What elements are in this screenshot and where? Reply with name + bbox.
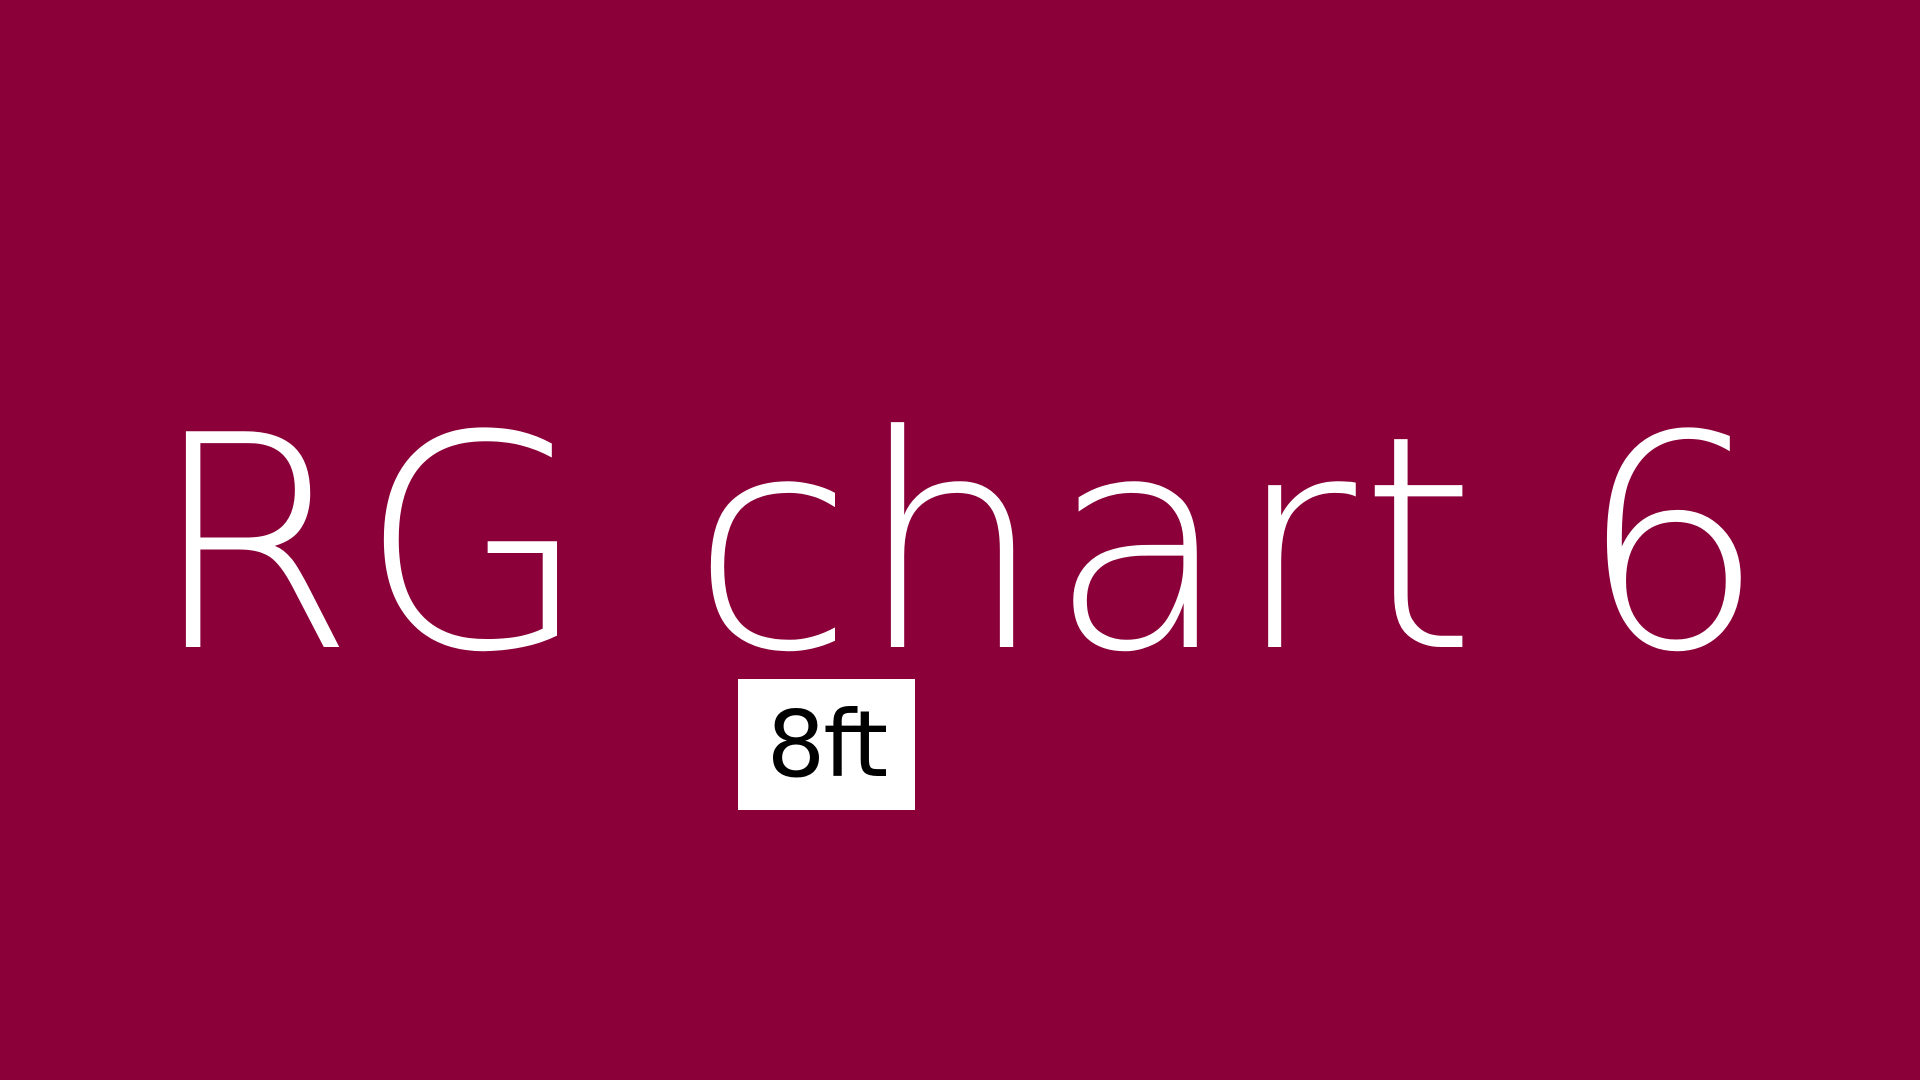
chart-title: RG chart 6 xyxy=(149,372,1771,717)
distance-badge: 8ft xyxy=(738,679,915,810)
distance-badge-label: 8ft xyxy=(766,690,888,798)
